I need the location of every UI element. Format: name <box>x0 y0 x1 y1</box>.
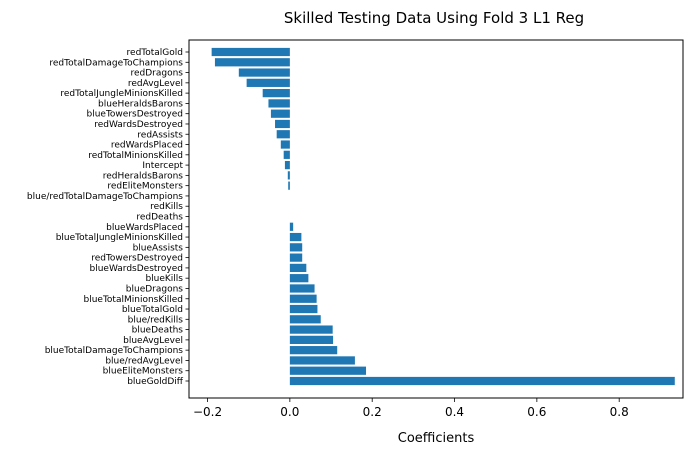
x-tick-label: −0.2 <box>193 405 222 419</box>
bar-blueWardsDestroyed <box>289 263 307 273</box>
category-label: redTotalMinionsKilled <box>88 151 183 161</box>
category-label: blueDragons <box>126 284 184 294</box>
bar-Intercept <box>284 160 290 170</box>
bar-blueHeraldsBarons <box>268 99 290 108</box>
bar-redAssists <box>276 130 290 139</box>
bar-redTotalMinionsKilled <box>283 150 290 159</box>
category-label: blueAssists <box>133 243 184 253</box>
category-label: blueEliteMonsters <box>103 367 184 377</box>
category-label: redDeaths <box>136 213 183 223</box>
bar-blueTotalDamageToChampions <box>289 346 338 355</box>
bar-blueKills <box>289 274 309 283</box>
category-label: blue/redAvgLevel <box>105 356 183 366</box>
bar-redWardsDestroyed <box>275 119 290 129</box>
bar-blueDragons <box>289 284 315 293</box>
bar-redDragons <box>238 68 290 77</box>
category-label: redTotalDamageToChampions <box>49 58 183 68</box>
x-axis-ticks: −0.2 0.0 0.2 0.4 0.6 0.8 <box>193 398 629 419</box>
bar-blueGoldDiff <box>289 376 675 386</box>
plot-frame <box>188 39 684 399</box>
category-label: blue/redTotalDamageToChampions <box>27 192 183 202</box>
x-tick-label: 0.2 <box>363 405 382 419</box>
bar-blueTotalMinionsKilled <box>289 294 317 303</box>
x-axis-label: Coefficients <box>398 431 475 446</box>
category-label: redAvgLevel <box>128 79 183 89</box>
category-label: blueHeraldsBarons <box>98 99 183 109</box>
x-tick-label: 0.6 <box>527 405 546 419</box>
category-label: blueDeaths <box>132 326 184 336</box>
category-label: blueTotalJungleMinionsKilled <box>56 233 183 243</box>
category-label: blueTotalDamageToChampions <box>45 346 184 356</box>
bar-blueTotalGold <box>289 304 318 314</box>
category-label: blueAvgLevel <box>123 336 183 346</box>
chart-title: Skilled Testing Data Using Fold 3 L1 Reg <box>284 9 584 27</box>
bar-blueWardsPlaced <box>289 222 294 231</box>
x-tick-label: 0.0 <box>280 405 299 419</box>
bar-redTowersDestroyed <box>289 253 303 262</box>
category-label: redWardsDestroyed <box>94 120 183 130</box>
x-tick-label: 0.4 <box>445 405 464 419</box>
category-label: blueTowersDestroyed <box>87 110 184 120</box>
bar-blueEliteMonsters <box>289 366 367 375</box>
category-label: redAssists <box>137 130 183 140</box>
category-label: redTowersDestroyed <box>91 254 183 264</box>
bar-blue/redKills <box>289 315 321 324</box>
bar-blueAssists <box>289 243 303 252</box>
category-label: redKills <box>150 202 183 212</box>
bar-blueTotalJungleMinionsKilled <box>289 232 302 242</box>
x-tick-label: 0.8 <box>610 405 629 419</box>
category-label: blueKills <box>145 274 183 284</box>
bar-redTotalDamageToChampions <box>214 58 290 67</box>
category-label: blueWardsDestroyed <box>89 264 183 274</box>
bar-blueDeaths <box>289 325 333 334</box>
bar-blue/redAvgLevel <box>289 356 355 365</box>
category-label: blue/redKills <box>128 315 184 325</box>
bar-redWardsPlaced <box>280 140 290 149</box>
bar-redHeraldsBarons <box>287 171 290 180</box>
bar-redTotalGold <box>211 47 290 57</box>
bar-redEliteMonsters <box>288 181 290 190</box>
category-label: blueWardsPlaced <box>106 223 183 233</box>
bars-group <box>211 47 675 386</box>
category-label: redDragons <box>130 69 183 79</box>
bar-blueTowersDestroyed <box>270 109 290 118</box>
bar-blueAvgLevel <box>289 335 334 344</box>
category-label: blueGoldDiff <box>127 377 184 387</box>
category-label: redTotalGold <box>127 48 183 58</box>
category-label: blueTotalGold <box>122 305 183 315</box>
bar-redAvgLevel <box>246 78 290 87</box>
bar-redTotalJungleMinionsKilled <box>262 89 290 98</box>
category-label: redEliteMonsters <box>107 182 183 192</box>
category-label: redTotalJungleMinionsKilled <box>60 89 183 99</box>
category-label: Intercept <box>142 161 183 171</box>
category-label: redWardsPlaced <box>111 141 183 151</box>
category-labels: redTotalGoldredTotalDamageToChampionsred… <box>27 48 189 387</box>
category-label: blueTotalMinionsKilled <box>84 295 184 305</box>
category-label: redHeraldsBarons <box>103 171 184 181</box>
